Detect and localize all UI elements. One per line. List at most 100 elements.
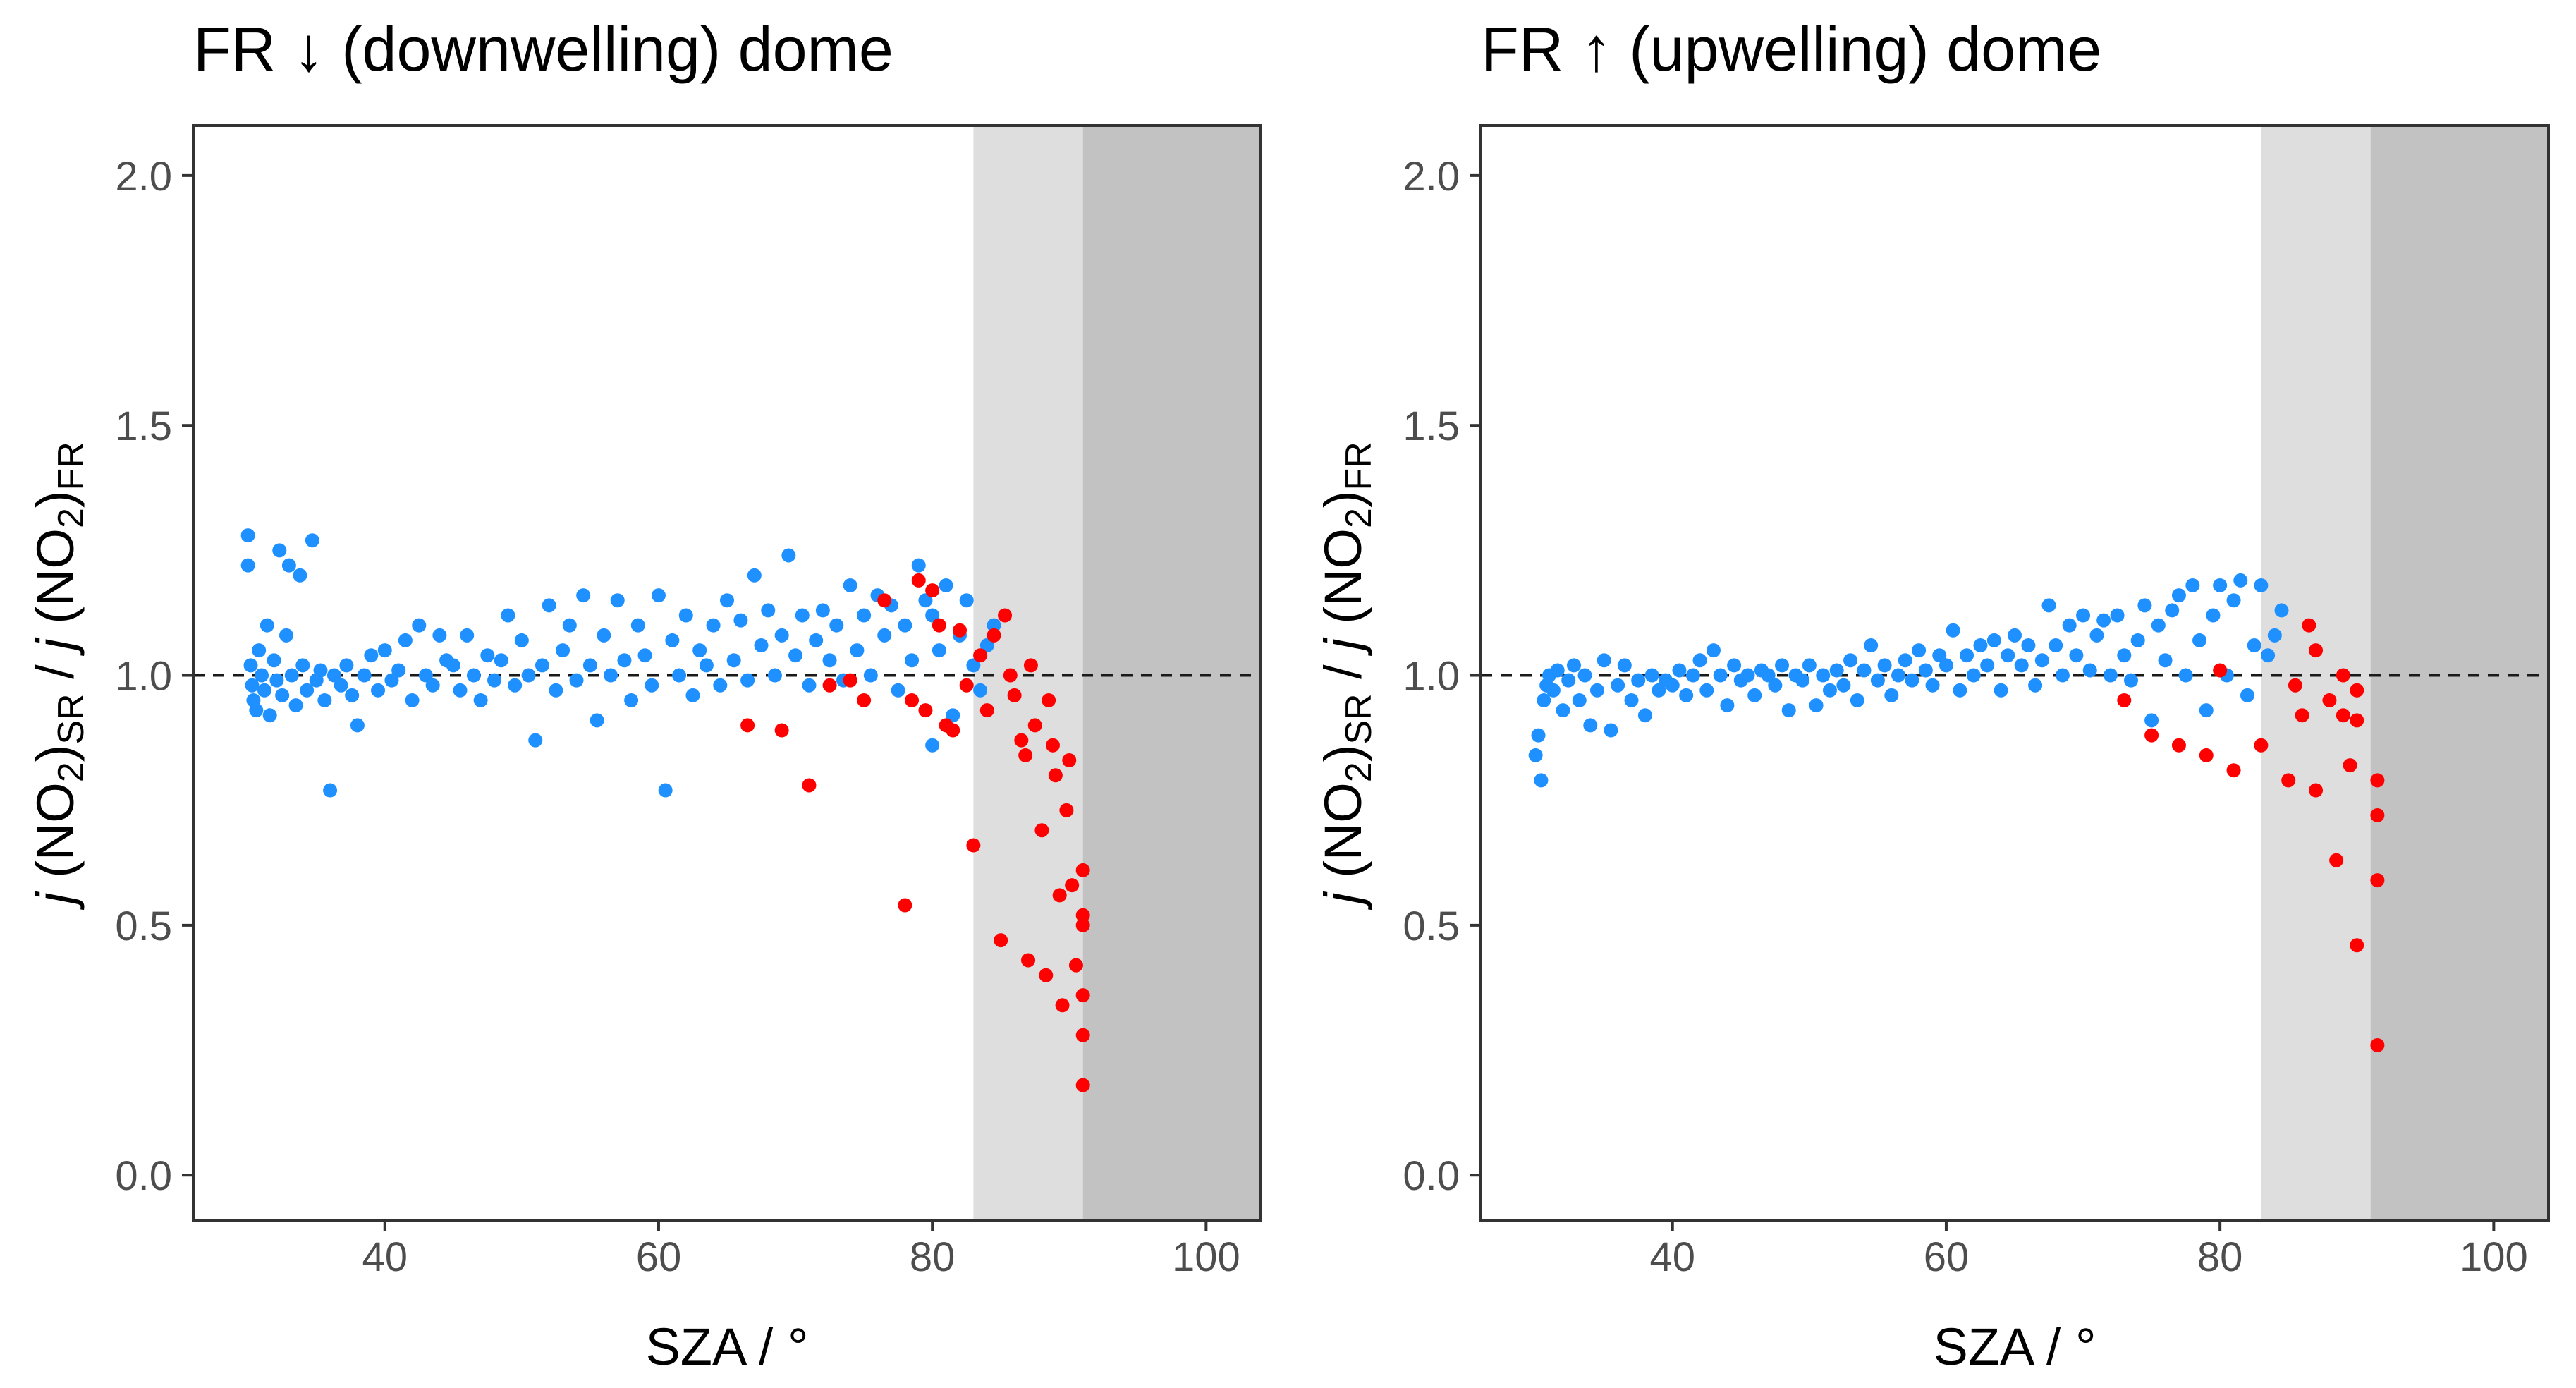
point-blue-88 <box>733 613 748 628</box>
point-blue-20 <box>293 568 307 583</box>
point-blue-61 <box>549 683 563 698</box>
y-tick-label-3: 1.5 <box>1403 403 1460 449</box>
point-blue-67 <box>590 713 604 728</box>
point-blue-1 <box>1528 748 1543 762</box>
point-red-32 <box>1039 968 1054 982</box>
point-red-28 <box>1021 953 1036 968</box>
point-blue-82 <box>692 643 707 658</box>
point-blue-6 <box>249 703 264 718</box>
chart-title: FR ↑ (upwelling) dome <box>1481 14 2101 84</box>
point-red-10 <box>911 573 926 588</box>
point-blue-2 <box>1531 728 1546 743</box>
point-red-14 <box>2322 693 2337 707</box>
point-blue-110 <box>2240 688 2254 702</box>
point-blue-40 <box>405 693 420 707</box>
shaded-region-1 <box>973 126 1083 1220</box>
point-blue-115 <box>2274 603 2289 618</box>
x-tick-label-60: 60 <box>1924 1234 1970 1280</box>
point-blue-31 <box>345 688 360 702</box>
point-blue-41 <box>412 618 427 633</box>
point-blue-39 <box>398 633 413 647</box>
point-blue-92 <box>2117 648 2132 663</box>
point-blue-58 <box>1884 688 1899 702</box>
point-blue-56 <box>1870 673 1885 688</box>
point-blue-29 <box>334 678 348 693</box>
point-blue-71 <box>1973 638 1988 653</box>
point-blue-59 <box>1891 668 1906 683</box>
point-blue-70 <box>610 593 625 608</box>
point-blue-4 <box>245 678 260 693</box>
x-tick-label-60: 60 <box>636 1234 682 1280</box>
point-blue-28 <box>326 668 341 683</box>
point-blue-13 <box>1577 668 1592 683</box>
point-red-18 <box>966 838 981 853</box>
series-blue <box>240 528 1001 798</box>
panel-upwelling: 40 60 80 100 0.0 0.5 1.0 1.5 2.0 FR ↑ (upwelling)… <box>1288 0 2575 1388</box>
point-blue-80 <box>678 608 693 623</box>
chart-upwelling: 40 60 80 100 0.0 0.5 1.0 1.5 2.0 FR ↑ (upwelling)… <box>1314 14 2550 1376</box>
point-blue-46 <box>1802 658 1817 673</box>
point-blue-95 <box>2137 598 2152 613</box>
point-blue-109 <box>2233 573 2248 588</box>
point-red-24 <box>1003 668 1018 683</box>
point-red-24 <box>2370 873 2385 888</box>
y-axis-label: j (NO2)SR / j (NO2)FR <box>1314 442 1379 911</box>
point-blue-33 <box>357 668 372 683</box>
point-red-4 <box>2199 748 2214 762</box>
point-blue-94 <box>774 628 789 643</box>
point-blue-93 <box>767 668 782 683</box>
y-tick-label-1: 0.5 <box>115 903 172 949</box>
x-axis-label: SZA / ° <box>645 1317 808 1376</box>
point-blue-125 <box>979 638 994 653</box>
point-red-16 <box>2336 668 2350 683</box>
y-label-sub-2a: 2 <box>51 762 92 782</box>
y-label-sr-close: ) <box>1314 745 1372 762</box>
point-blue-100 <box>815 603 830 618</box>
point-red-11 <box>918 703 933 718</box>
point-blue-30 <box>339 658 354 673</box>
point-blue-28 <box>1679 688 1694 702</box>
point-blue-56 <box>514 633 529 647</box>
y-label-sr-close: ) <box>26 745 85 762</box>
point-blue-91 <box>2110 608 2125 623</box>
point-blue-69 <box>1960 648 1974 663</box>
point-red-31 <box>1034 823 1049 838</box>
point-red-8 <box>2281 773 2296 788</box>
point-blue-114 <box>2267 628 2282 643</box>
point-blue-92 <box>761 603 776 618</box>
chart-title: FR ↓ (downwelling) dome <box>193 14 893 84</box>
point-blue-47 <box>1809 698 1824 713</box>
point-blue-60 <box>1898 653 1912 668</box>
point-red-40 <box>1065 878 1080 893</box>
point-blue-44 <box>432 628 447 643</box>
point-blue-60 <box>542 598 556 613</box>
point-blue-79 <box>672 668 687 683</box>
point-blue-25 <box>313 663 328 678</box>
point-blue-9 <box>257 683 271 698</box>
point-blue-26 <box>1665 678 1680 693</box>
point-blue-7 <box>1546 683 1561 698</box>
point-blue-24 <box>1652 683 1666 698</box>
point-blue-84 <box>2062 618 2077 633</box>
point-blue-14 <box>1583 718 1598 733</box>
point-blue-116 <box>925 608 940 623</box>
point-blue-4 <box>1537 693 1551 707</box>
point-blue-45 <box>1795 673 1810 688</box>
point-blue-74 <box>637 648 652 663</box>
point-blue-49 <box>1822 683 1837 698</box>
point-blue-54 <box>1857 663 1872 678</box>
series-red <box>740 573 1090 1092</box>
point-blue-95 <box>781 548 796 563</box>
point-blue-64 <box>569 673 584 688</box>
point-blue-19 <box>288 698 303 713</box>
point-red-25 <box>1007 688 1022 702</box>
shaded-region-2 <box>2370 126 2548 1220</box>
point-blue-47 <box>453 683 468 698</box>
point-red-3 <box>2171 738 2186 753</box>
point-blue-78 <box>665 633 680 647</box>
point-red-5 <box>843 673 857 688</box>
point-red-18 <box>2343 758 2357 773</box>
x-tick-label-100: 100 <box>2460 1234 2528 1280</box>
y-tick-label-0: 0.0 <box>115 1153 172 1199</box>
